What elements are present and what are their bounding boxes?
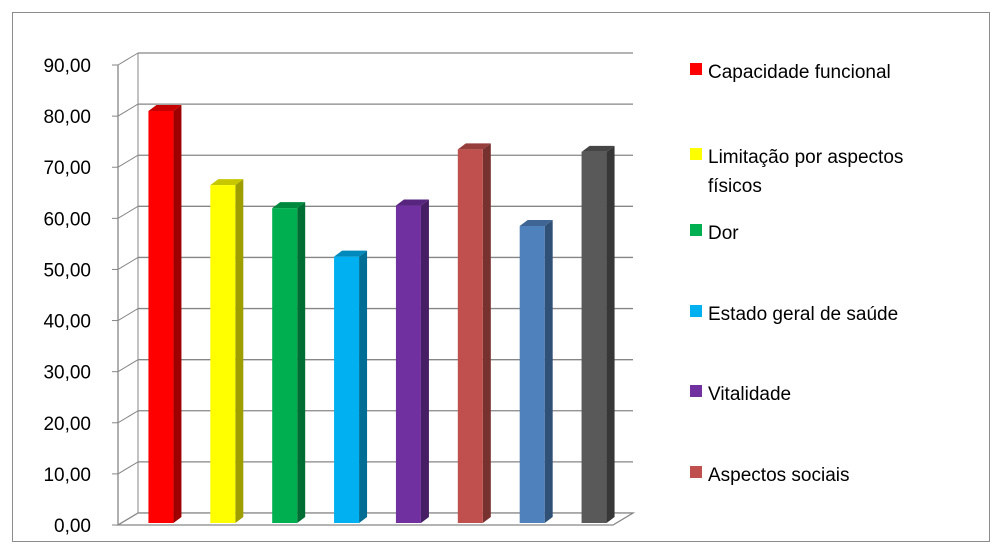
y-tick-label: 40,00: [43, 312, 91, 333]
gridline-depth: [117, 103, 139, 117]
legend-label: Dor: [708, 223, 739, 244]
gridline-depth: [117, 359, 139, 373]
legend-label: Capacidade funcional: [708, 62, 891, 83]
legend-label: Aspectos sociais: [708, 465, 850, 486]
bar-top: [334, 250, 368, 257]
gridline-depth: [117, 308, 139, 321]
gridline-depth: [117, 52, 139, 66]
y-tick-label: 50,00: [43, 260, 91, 281]
bar: [457, 149, 483, 524]
bar-top: [457, 143, 491, 150]
gridline-depth: [117, 154, 139, 168]
bar-side: [420, 199, 429, 524]
legend-swatch: [690, 224, 702, 236]
bar-side: [297, 202, 306, 523]
bar-top: [581, 145, 615, 152]
legend-label: Estado geral de saúde: [708, 304, 898, 325]
legend-swatch: [690, 305, 702, 317]
legend-swatch: [690, 466, 702, 478]
y-tick-label: 0,00: [54, 516, 91, 537]
y-tick-label: 90,00: [43, 56, 91, 77]
legend-swatch: [690, 63, 702, 75]
bar: [210, 185, 236, 523]
legend-label: Limitação por aspectos: [708, 147, 903, 168]
bar-side: [359, 250, 368, 523]
y-tick-label: 70,00: [43, 158, 91, 179]
bar: [581, 151, 607, 523]
bar-top: [395, 199, 429, 206]
y-tick-label: 60,00: [43, 209, 91, 230]
gridline-depth: [117, 461, 139, 475]
bar-side: [544, 220, 553, 523]
bar-top: [148, 105, 182, 111]
bar-side: [606, 145, 615, 523]
y-tick-label: 10,00: [43, 465, 91, 486]
legend-label: físicos: [708, 176, 762, 197]
legend-swatch: [690, 148, 702, 160]
gridline-depth: [117, 205, 139, 219]
y-tick-label: 80,00: [43, 107, 91, 128]
bar-side: [173, 105, 182, 523]
gridline-depth: [117, 410, 139, 424]
bar: [395, 205, 421, 524]
gridline-depth: [117, 257, 139, 270]
bar: [272, 208, 298, 523]
bar-top: [272, 202, 306, 209]
bar: [519, 226, 545, 523]
bar: [148, 111, 174, 523]
bar-side: [482, 143, 491, 524]
legend-label: Vitalidade: [708, 384, 791, 405]
bar-top: [210, 179, 244, 186]
y-tick-label: 20,00: [43, 414, 91, 435]
legend-swatch: [690, 385, 702, 397]
bar-top: [519, 220, 553, 226]
chart-floor: [115, 512, 636, 526]
y-tick-label: 30,00: [43, 363, 91, 384]
bar-side: [235, 179, 244, 523]
bar: [334, 256, 360, 523]
